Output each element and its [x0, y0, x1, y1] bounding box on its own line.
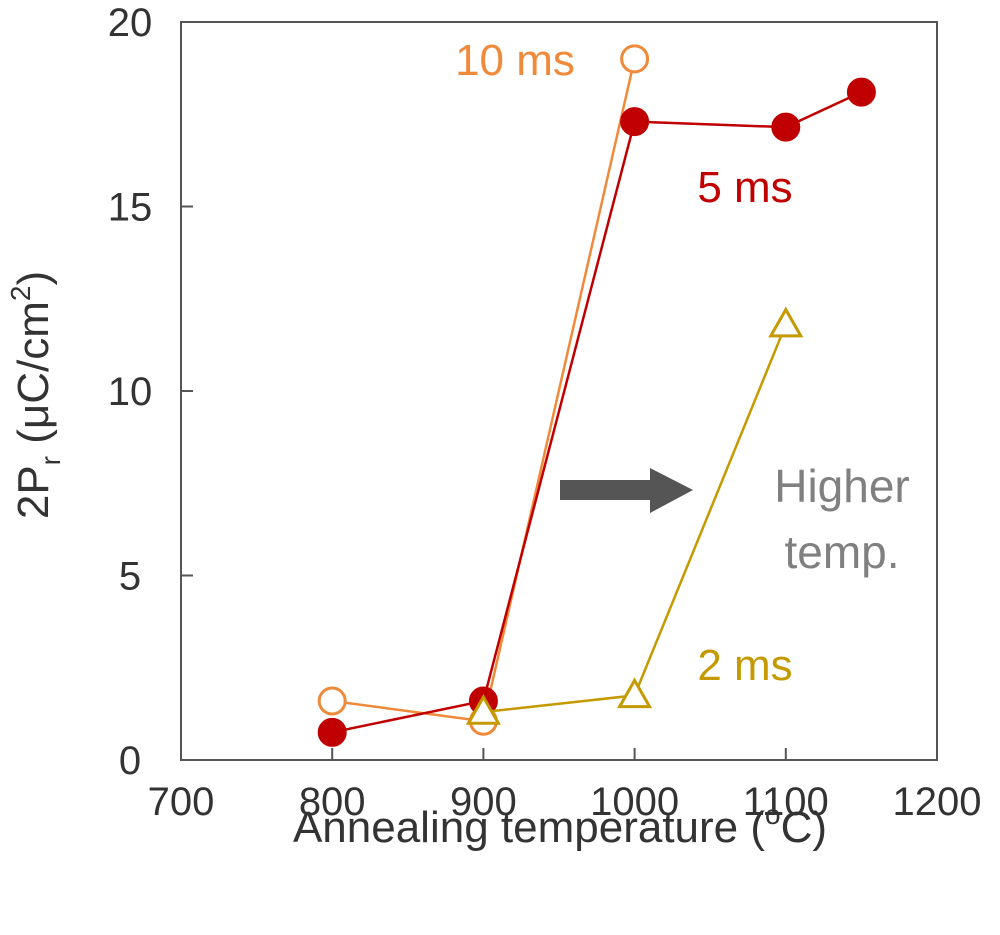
data-point-5ms-1100 [771, 112, 801, 142]
x-tick-label: 800 [299, 780, 366, 824]
data-point-5ms-800 [317, 717, 347, 747]
data-point-2ms-1000 [617, 677, 653, 709]
series-layer [317, 44, 876, 747]
x-axis-title: Annealing temperature (oC) [293, 799, 827, 852]
x-axis-title-main: Annealing temperature ( [293, 803, 765, 852]
x-tick-label: 1000 [590, 780, 679, 824]
x-axis-title-sup: o [765, 799, 781, 830]
higher-temp-arrow [560, 468, 693, 513]
y-axis-title-tail: ) [9, 271, 58, 286]
y-axis-title-sub: r [35, 456, 66, 465]
data-point-10ms-1000 [620, 44, 650, 74]
x-tick-label: 700 [148, 780, 215, 824]
y-axis-ticks: 0 5 10 15 20 [108, 1, 193, 783]
y-axis-title-mid: (μC/cm [9, 301, 58, 456]
y-tick-label: 10 [108, 370, 153, 414]
y-tick-label: 15 [108, 186, 153, 230]
series-label-10ms: 10 ms [455, 36, 575, 85]
y-tick-label: 20 [108, 1, 153, 45]
x-axis-title-tail: C) [781, 803, 827, 852]
x-tick-label: 1100 [743, 780, 829, 824]
y-axis-title-main: 2P [9, 465, 58, 519]
series-label-2ms: 2 ms [697, 641, 792, 690]
data-point-2ms-1100 [768, 306, 804, 338]
series-line-10ms [332, 58, 636, 723]
series-label-5ms: 5 ms [697, 163, 792, 212]
y-tick-label: 0 [119, 739, 141, 783]
data-point-5ms-1000 [620, 107, 650, 137]
y-axis-title: 2Pr (μC/cm2) [5, 271, 66, 519]
data-point-5ms-1150 [846, 77, 876, 107]
x-tick-label: 1200 [893, 780, 982, 824]
annotation-higher: Higher [774, 460, 910, 512]
x-tick-label: 900 [450, 780, 517, 824]
annotation-temp: temp. [784, 526, 899, 578]
x-axis-ticks: 700 800 900 1000 1100 1200 [148, 748, 982, 824]
y-axis-title-sup: 2 [5, 286, 36, 302]
y-tick-label: 5 [119, 555, 141, 599]
data-point-10ms-800 [317, 686, 347, 716]
data-point-2ms-900 [465, 694, 501, 725]
